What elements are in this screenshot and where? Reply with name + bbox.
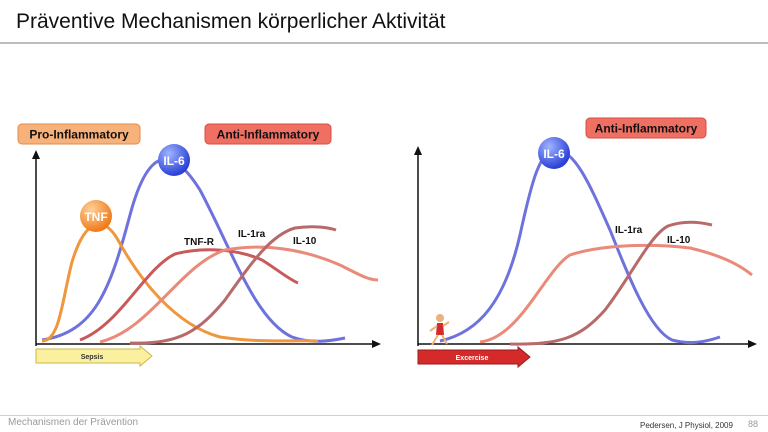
right-il10-curve	[509, 220, 713, 346]
pro-inflammatory-box	[17, 123, 141, 145]
left-anti-inflammatory-label: Anti-Inflammatory	[217, 128, 320, 142]
left-anti-inflammatory-box	[204, 123, 332, 145]
right-il6-badge	[538, 137, 570, 169]
footer-section-label: Mechanismen der Prävention	[8, 417, 139, 428]
right-anti-inflammatory-box	[585, 117, 707, 139]
sepsis-label: Sepsis	[81, 354, 104, 361]
citation: Pedersen, J Physiol, 2009	[640, 421, 733, 430]
right-il6-badge-label: IL-6	[543, 147, 565, 161]
tnf-badge-label: TNF	[84, 210, 107, 224]
left-il6-badge-label: IL-6	[163, 154, 185, 168]
slide-title: Präventive Mechanismen körperlicher Akti…	[16, 10, 446, 33]
left-il10-curve	[129, 225, 337, 345]
right-il1ra-label: IL-1ra	[615, 225, 643, 236]
right-anti-inflammatory-label: Anti-Inflammatory	[595, 122, 698, 136]
runner-icon	[429, 314, 450, 346]
right-panel: Anti-Inflammatory IL-6 IL-1ra IL-10 Exce…	[414, 117, 757, 369]
title-divider	[0, 42, 768, 44]
left-y-axis-arrow	[32, 150, 40, 159]
sepsis-arrow	[35, 344, 153, 368]
footer-divider	[0, 415, 768, 416]
left-il6-badge	[158, 144, 190, 176]
left-il1ra-curve	[99, 245, 379, 344]
left-tnf-curve	[41, 222, 319, 343]
pro-inflammatory-label: Pro-Inflammatory	[29, 128, 129, 142]
left-tnfr-curve	[79, 248, 299, 342]
exercise-label: Excercise	[456, 355, 489, 362]
right-il6-curve	[439, 148, 721, 345]
right-il10-label: IL-10	[667, 235, 691, 246]
tnfr-label: TNF-R	[184, 237, 215, 248]
right-il1ra-curve	[479, 243, 753, 344]
right-y-axis-arrow	[414, 146, 422, 155]
left-il6-curve	[41, 157, 346, 343]
exercise-arrow	[417, 345, 531, 369]
left-il10-label: IL-10	[293, 236, 317, 247]
left-panel: Pro-Inflammatory Anti-Inflammatory IL-6 …	[17, 123, 381, 368]
tnf-badge	[80, 200, 112, 232]
left-il1ra-label: IL-1ra	[238, 229, 266, 240]
right-x-axis-arrow	[748, 340, 757, 348]
page-number: 88	[748, 419, 759, 429]
left-x-axis-arrow	[372, 340, 381, 348]
